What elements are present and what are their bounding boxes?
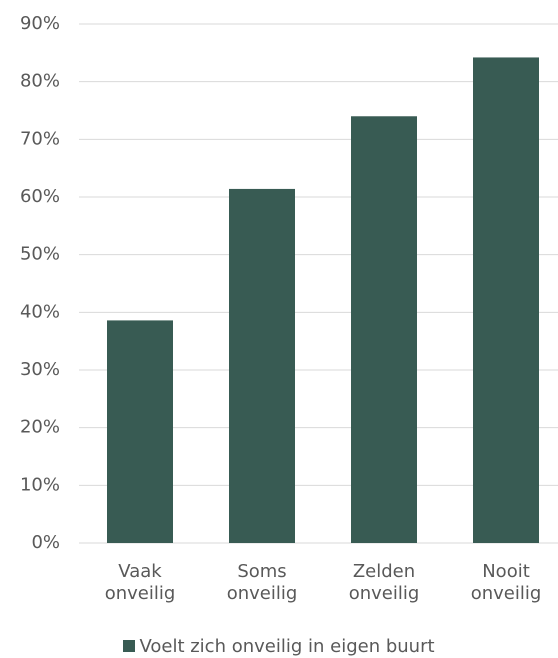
x-tick-label: Zelden onveilig [348,561,420,604]
bar [473,57,539,544]
x-tick-label: Vaak onveilig [104,561,176,604]
x-tick-label: Nooit onveilig [470,561,542,604]
y-tick-label: 20% [20,417,60,438]
y-tick-label: 0% [31,532,60,553]
y-tick-label: 80% [20,71,60,92]
y-tick-label: 90% [20,13,60,34]
x-tick-label: Soms onveilig [226,561,298,604]
bar [229,188,295,543]
legend: Voelt zich onveilig in eigen buurt [0,636,558,657]
y-tick-label: 30% [20,359,60,380]
legend-swatch [123,640,136,652]
bar [107,320,173,543]
y-tick-label: 60% [20,186,60,207]
y-tick-label: 10% [20,474,60,495]
y-tick-label: 50% [20,244,60,265]
legend-label: Voelt zich onveilig in eigen buurt [139,636,435,657]
y-tick-label: 40% [20,301,60,322]
y-tick-label: 70% [20,128,60,149]
bar [351,116,417,544]
